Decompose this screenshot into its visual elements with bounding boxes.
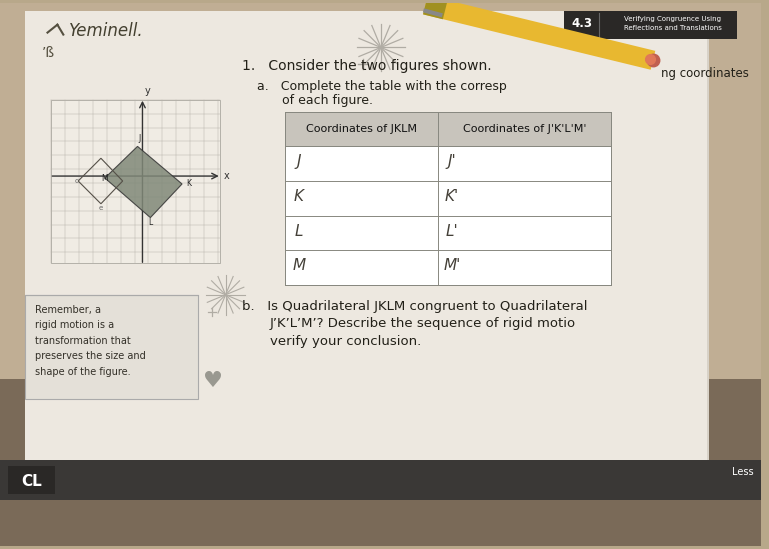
Text: J: J: [138, 135, 141, 143]
Text: ♥: ♥: [203, 371, 223, 391]
Text: a.   Complete the table with the corresp: a. Complete the table with the corresp: [258, 80, 507, 93]
Bar: [0, 460, 761, 500]
Bar: [285, 112, 611, 147]
Text: Yeminell.: Yeminell.: [69, 21, 144, 40]
Text: J: J: [297, 154, 301, 170]
Text: verify your conclusion.: verify your conclusion.: [270, 335, 421, 348]
Bar: [0, 3, 761, 379]
Text: CL: CL: [22, 474, 42, 489]
Bar: [25, 11, 707, 466]
Text: Less: Less: [732, 467, 754, 477]
Text: y: y: [145, 86, 150, 96]
Text: c: c: [74, 178, 78, 184]
Text: K': K': [445, 189, 459, 204]
Text: 1.   Consider the two figures shown.: 1. Consider the two figures shown.: [242, 59, 492, 73]
Text: ng coordinates: ng coordinates: [661, 67, 749, 80]
Bar: [8, 466, 55, 494]
Bar: [52, 100, 220, 263]
Text: 4.3: 4.3: [571, 17, 592, 30]
Bar: [0, 379, 761, 546]
Text: M: M: [292, 259, 305, 273]
Text: M: M: [101, 173, 108, 182]
Text: x: x: [224, 171, 229, 181]
Text: Remember, a
rigid motion is a
transformation that
preserves the size and
shape o: Remember, a rigid motion is a transforma…: [35, 305, 145, 377]
Bar: [285, 112, 611, 285]
Text: Coordinates of JKLM: Coordinates of JKLM: [306, 124, 417, 134]
Text: b.   Is Quadrilateral JKLM congruent to Quadrilateral: b. Is Quadrilateral JKLM congruent to Qu…: [242, 300, 588, 312]
Text: M': M': [444, 259, 461, 273]
Text: K: K: [294, 189, 304, 204]
Text: L: L: [295, 223, 303, 239]
Bar: [25, 295, 198, 399]
Bar: [27, 13, 709, 468]
Text: L: L: [148, 217, 152, 227]
Text: Reflections and Translations: Reflections and Translations: [624, 25, 721, 31]
Text: L': L': [446, 223, 458, 239]
Polygon shape: [105, 147, 182, 217]
Text: ’ß: ’ß: [42, 46, 55, 60]
Text: e: e: [99, 205, 103, 211]
Text: K: K: [186, 180, 191, 188]
Text: J’K’L’M’? Describe the sequence of rigid motio: J’K’L’M’? Describe the sequence of rigid…: [270, 317, 576, 330]
Bar: [564, 11, 737, 38]
Text: Coordinates of J'K'L'M': Coordinates of J'K'L'M': [463, 124, 587, 134]
Text: J': J': [448, 154, 457, 170]
Text: of each figure.: of each figure.: [282, 94, 373, 107]
Text: Verifying Congruence Using: Verifying Congruence Using: [624, 16, 721, 22]
